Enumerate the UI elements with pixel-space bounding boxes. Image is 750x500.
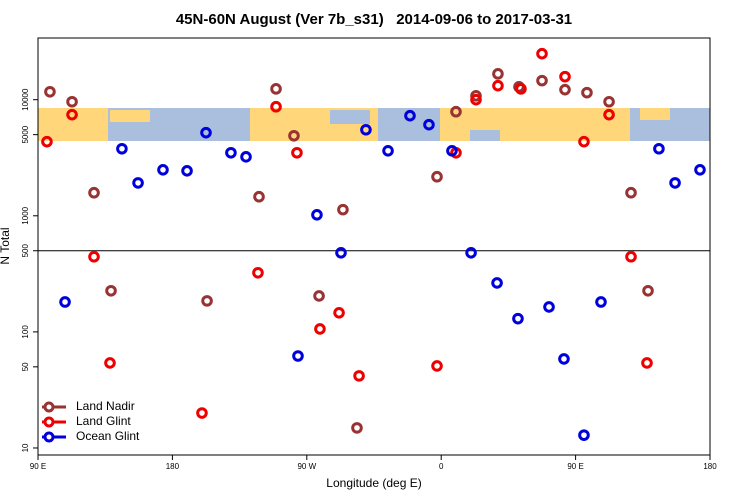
point [492,68,504,80]
point [404,109,416,122]
point [603,108,615,121]
map-strip [38,108,710,141]
x-tick-label: 90 E [567,462,583,471]
point [694,163,706,176]
point [465,246,477,259]
y-tick-label: 1000 [21,206,30,224]
point [132,177,144,189]
y-tick-label: 100 [21,325,30,339]
point [225,146,237,159]
point [515,83,527,95]
point [252,266,264,279]
plot-frame [37,37,711,456]
y-tick-label: 10000 [21,88,30,111]
point [543,301,555,313]
point [512,312,524,325]
point [104,357,116,369]
point [335,246,347,259]
point [270,100,282,113]
point [291,146,303,159]
point [642,284,654,297]
point [581,86,593,99]
point [423,118,435,131]
point [351,422,363,434]
point [578,135,590,148]
point [382,144,394,157]
point [88,250,100,263]
point [292,350,304,362]
legend-label: Ocean Glint [76,429,140,443]
point [625,250,637,263]
point [641,357,653,369]
point [270,83,282,95]
point [431,170,443,183]
x-tick-label: 90 W [297,462,316,471]
point [314,323,326,335]
point [88,186,100,199]
point [595,296,607,308]
point [446,144,458,157]
x-axis-label: Longitude (deg E) [326,476,421,490]
point [116,142,128,155]
point [181,165,193,177]
point [105,284,117,297]
y-tick-label: 5000 [21,125,30,143]
x-tick-label: 180 [703,462,717,471]
point [59,296,71,308]
y-tick-label: 10 [21,443,30,452]
point [200,126,212,139]
x-tick-label: 180 [166,462,180,471]
point [196,407,208,419]
point [559,70,571,83]
point [311,208,323,221]
point [470,93,482,106]
point [603,95,615,108]
point [491,277,503,289]
point [559,83,571,96]
point [558,353,570,365]
y-tick-label: 50 [21,362,30,371]
point [66,95,78,108]
x-tick-label: 90 E [30,462,46,471]
legend-marker [43,416,55,428]
point [669,177,681,189]
point [450,105,462,118]
point [360,123,372,136]
point [353,370,365,382]
y-tick-label: 500 [21,244,30,258]
point [66,108,78,121]
point [201,295,213,307]
point [157,163,169,176]
x-tick-label: 0 [439,462,444,471]
chart-title: 45N-60N August (Ver 7b_s31) 2014-09-06 t… [176,11,572,28]
point [240,151,252,163]
point [253,190,265,203]
point [653,142,665,155]
point [431,360,443,372]
point [288,129,300,142]
legend-marker [43,401,55,413]
point [41,135,53,148]
y-axis-label: N Total [0,227,12,264]
point [337,203,349,216]
point [492,79,504,92]
point [578,429,590,441]
legend-marker [43,431,55,443]
point [333,307,345,319]
point [625,186,637,199]
legend-label: Land Nadir [76,399,135,413]
point [44,85,56,98]
point [313,290,325,302]
legend-label: Land Glint [76,414,131,428]
point [536,74,548,87]
point [536,47,548,60]
